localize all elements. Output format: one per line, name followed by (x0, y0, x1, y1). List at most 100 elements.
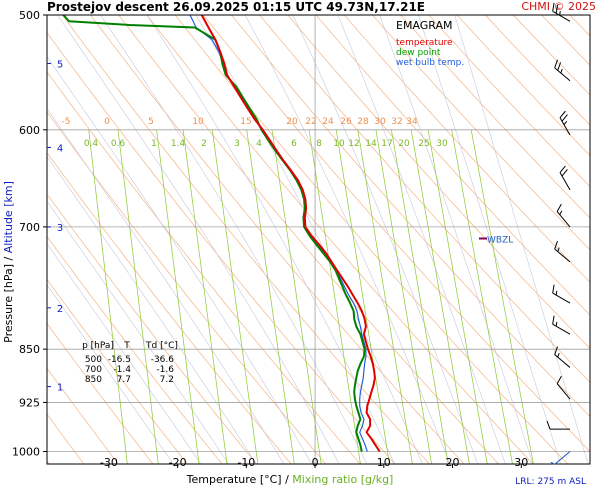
temperature-tick-label: -10 (237, 456, 255, 469)
dry-adiabat (47, 235, 223, 464)
dry-adiabat (372, 15, 590, 251)
moist-adiabat (100, 15, 368, 464)
wind-barb (556, 203, 571, 228)
dry-adiabat (47, 71, 361, 464)
temperature-tick-label: 0 (312, 456, 319, 469)
moist-adiabat (418, 15, 561, 464)
dry-adiabat (203, 15, 590, 453)
mixing-ratio-label: 1.4 (171, 139, 186, 149)
legend-temperature: temperature (396, 38, 453, 48)
wbzl-label: WBZL (487, 235, 513, 245)
y-axis-title-separator: / (2, 253, 15, 264)
moist-adiabat (292, 15, 479, 464)
x-axis-title-temperature: Temperature [°C] (186, 473, 282, 486)
mixing-ratio-line (211, 129, 259, 464)
wind-barb (550, 451, 571, 465)
dry-adiabat (428, 15, 590, 188)
mixing-ratio-label: 8 (316, 139, 322, 149)
dry-adiabat-label: 20 (286, 117, 298, 127)
wind-barb (552, 2, 571, 22)
pressure-tick-label: 700 (19, 221, 40, 234)
moist-adiabat (47, 155, 257, 464)
temperature-tick-label: -20 (169, 456, 187, 469)
dry-adiabat-label: 5 (148, 117, 154, 127)
dry-adiabat (231, 15, 590, 418)
dry-adiabat (484, 15, 590, 126)
mixing-ratio-line (375, 129, 432, 464)
mixing-ratio-label: 3 (234, 139, 240, 149)
dry-adiabat-label: 24 (322, 117, 334, 127)
dry-adiabat (47, 322, 154, 464)
mixing-ratio-line (357, 129, 413, 464)
dry-adiabat (456, 15, 590, 157)
table-header: Td [°C] (145, 341, 178, 351)
mixing-ratio-line (410, 129, 470, 464)
moist-adiabat (47, 107, 285, 464)
moist-adiabat (47, 56, 312, 464)
mixing-ratio-label: 6 (291, 139, 297, 149)
mixing-ratio-label: 30 (436, 139, 448, 149)
moist-adiabat (57, 15, 340, 464)
mixing-ratio-label: 0.6 (111, 139, 126, 149)
x-axis-title: Temperature [°C] / Mixing ratio [g/kg] (186, 473, 394, 486)
mixing-ratio-line (335, 129, 390, 464)
lrl-label: LRL: 275 m ASL (515, 477, 586, 487)
table-cell: -1.6 (156, 365, 174, 375)
x-axis-title-mixing: Mixing ratio [g/kg] (292, 473, 393, 486)
pressure-tick-label: 850 (19, 343, 40, 356)
moist-adiabat (454, 15, 589, 464)
dry-adiabat (400, 15, 590, 219)
dry-adiabat-label: 22 (305, 117, 316, 127)
moist-adiabat (244, 15, 451, 464)
temperature-tick-label: 30 (514, 456, 528, 469)
legend-wetbulb: wet bulb temp. (396, 58, 464, 68)
altitude-tick-label: 2 (57, 304, 63, 315)
temperature-tick-label: -30 (100, 456, 118, 469)
dry-adiabat-label: 30 (374, 117, 386, 127)
mixing-ratio-label: 14 (365, 139, 377, 149)
altitude-tick-label: 4 (57, 143, 63, 154)
mixing-ratio-line (88, 129, 128, 464)
dry-adiabat (47, 278, 188, 464)
dry-adiabat-label: 28 (357, 117, 369, 127)
legend: EMAGRAM temperature dew point wet bulb t… (396, 19, 464, 68)
dry-adiabat (47, 367, 119, 464)
mixing-ratio-label: 2 (201, 139, 207, 149)
wind-barb (559, 110, 571, 136)
pressure-tick-label: 500 (19, 9, 40, 22)
wind-barbs (546, 2, 571, 465)
mixing-ratio-line (451, 129, 513, 464)
copyright: CHMI © 2025 (521, 0, 596, 13)
legend-title: EMAGRAM (396, 19, 453, 32)
altitude-tick-label: 3 (57, 223, 63, 234)
moist-adiabat (337, 15, 506, 464)
mixing-ratio-label: 25 (418, 139, 429, 149)
mixing-ratio-line (182, 129, 228, 464)
mixing-ratio-line (470, 129, 534, 464)
wind-barb (546, 420, 570, 430)
moist-adiabat (379, 15, 534, 464)
dry-adiabat (146, 15, 534, 464)
dry-adiabat-label: 10 (192, 117, 204, 127)
altitude-tick-label: 1 (57, 383, 63, 394)
table-cell: -36.6 (151, 355, 175, 365)
table-cell: -1.4 (113, 365, 131, 375)
mixing-ratio-label: 12 (348, 139, 359, 149)
wind-barb (554, 346, 571, 368)
moist-adiabat (146, 15, 396, 464)
dry-adiabat-label: -5 (62, 117, 71, 127)
y-axis-title-altitude: Altitude [km] (2, 181, 15, 253)
dry-adiabat-label: 32 (391, 117, 402, 127)
mixing-ratio-label: 4 (256, 139, 262, 149)
dry-adiabat (541, 15, 590, 66)
dry-adiabat (90, 15, 465, 464)
mixing-ratio-line (156, 129, 200, 464)
dry-adiabat (287, 15, 590, 349)
dry-adiabat (62, 15, 430, 464)
pressure-tick-label: 1000 (12, 446, 40, 459)
table-cell: 850 (85, 375, 102, 385)
mixing-ratio-line (271, 129, 322, 464)
dry-adiabat (315, 15, 590, 316)
summary-table: p [hPa] T Td [°C] 500 -16.5 -36.6 700 -1.4 -1.6 8… (82, 341, 178, 385)
